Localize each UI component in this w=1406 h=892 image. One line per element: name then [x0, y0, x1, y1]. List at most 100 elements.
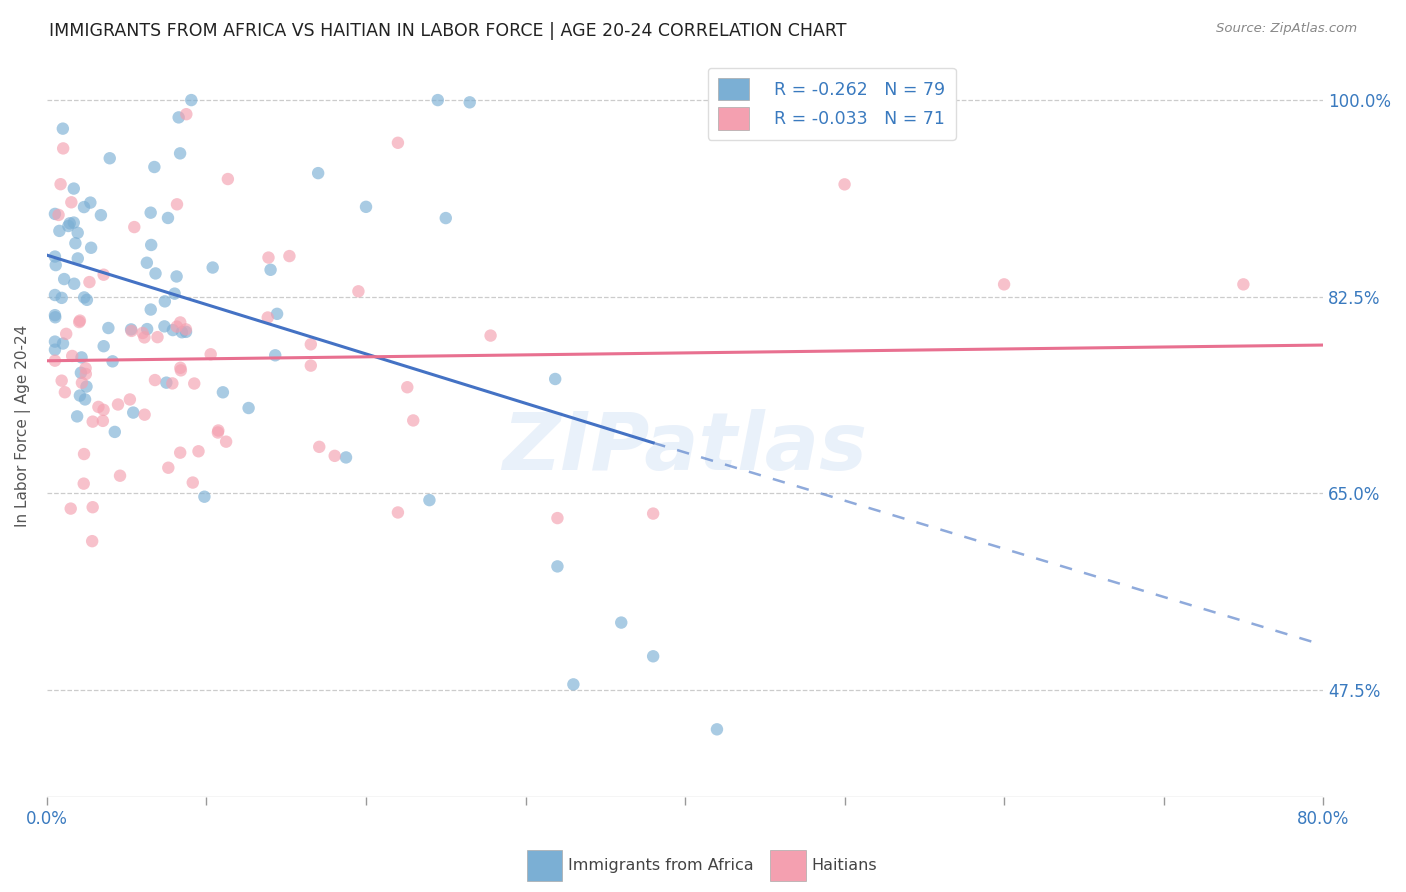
Point — [66, 409, 89, 424]
Point — [82, 415, 104, 429]
Point — [69, 388, 91, 402]
Point — [121, 324, 143, 338]
Point — [91, 414, 114, 428]
Point — [238, 401, 260, 415]
Point — [93, 339, 115, 353]
Point — [67, 315, 90, 329]
Text: IMMIGRANTS FROM AFRICA VS HAITIAN IN LABOR FORCE | AGE 20-24 CORRELATION CHART: IMMIGRANTS FROM AFRICA VS HAITIAN IN LAB… — [49, 22, 846, 40]
Point — [212, 385, 235, 400]
Point — [157, 460, 180, 475]
Point — [299, 337, 322, 351]
Point — [79, 275, 101, 289]
Point — [166, 197, 188, 211]
Point — [180, 93, 202, 107]
Text: Immigrants from Africa: Immigrants from Africa — [568, 858, 754, 872]
Point — [610, 615, 633, 630]
Point — [166, 319, 188, 334]
Point — [75, 367, 97, 381]
Point — [44, 334, 66, 349]
Point — [118, 392, 141, 407]
Point — [546, 559, 568, 574]
Point — [402, 413, 425, 427]
Point — [193, 490, 215, 504]
Point — [266, 307, 288, 321]
Point — [70, 366, 93, 380]
Point — [49, 178, 72, 192]
Point — [169, 445, 191, 459]
Point — [44, 308, 66, 322]
Point — [335, 450, 357, 465]
Point — [169, 360, 191, 375]
Point — [107, 397, 129, 411]
Point — [434, 211, 457, 225]
Point — [299, 359, 322, 373]
Point — [278, 249, 301, 263]
Point — [73, 290, 96, 304]
Point — [479, 328, 502, 343]
Point — [93, 402, 115, 417]
Point — [170, 363, 193, 377]
Point — [162, 323, 184, 337]
Point — [354, 200, 377, 214]
Point — [73, 476, 96, 491]
Point — [44, 310, 66, 325]
Point — [73, 392, 96, 407]
Point — [308, 440, 330, 454]
Point — [70, 376, 93, 390]
Point — [544, 372, 567, 386]
Point — [156, 211, 179, 225]
Point — [80, 241, 103, 255]
Point — [183, 376, 205, 391]
Point — [993, 277, 1015, 292]
Point — [145, 267, 167, 281]
Point — [169, 315, 191, 329]
Point — [323, 449, 346, 463]
Point — [108, 468, 131, 483]
Point — [66, 252, 89, 266]
Point — [55, 326, 77, 341]
Point — [82, 534, 104, 549]
Point — [141, 238, 163, 252]
Point — [53, 385, 76, 400]
Point — [134, 330, 156, 344]
Point — [217, 172, 239, 186]
Point — [259, 262, 281, 277]
Point — [387, 136, 409, 150]
Point — [48, 224, 70, 238]
Point — [97, 321, 120, 335]
Point — [124, 220, 146, 235]
Point — [153, 294, 176, 309]
Point — [200, 347, 222, 361]
Point — [82, 500, 104, 515]
Point — [153, 319, 176, 334]
Point — [73, 200, 96, 214]
Point — [174, 322, 197, 336]
Point — [146, 330, 169, 344]
Point — [215, 434, 238, 449]
Point — [207, 424, 229, 438]
Point — [264, 348, 287, 362]
Point — [257, 251, 280, 265]
Point — [163, 286, 186, 301]
Point — [66, 226, 89, 240]
Point — [162, 376, 184, 391]
Point — [135, 256, 157, 270]
Point — [166, 269, 188, 284]
Point — [53, 272, 76, 286]
Point — [643, 649, 665, 664]
Point — [169, 146, 191, 161]
Point — [167, 111, 190, 125]
Point — [143, 373, 166, 387]
Point — [139, 205, 162, 219]
Point — [60, 349, 83, 363]
Point — [176, 107, 198, 121]
Point — [174, 325, 197, 339]
Point — [387, 506, 409, 520]
Point — [139, 302, 162, 317]
Point — [201, 260, 224, 275]
Point — [65, 236, 87, 251]
Point — [546, 511, 568, 525]
Point — [104, 425, 127, 439]
Point — [52, 121, 75, 136]
Text: Haitians: Haitians — [811, 858, 877, 872]
